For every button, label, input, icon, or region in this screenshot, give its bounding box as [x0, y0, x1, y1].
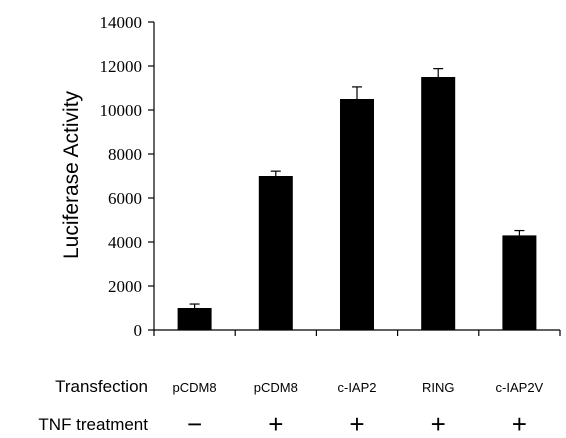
y-tick-label: 2000: [108, 277, 142, 296]
y-axis: 0 2000 4000 6000 8000 10000 12000 14000: [100, 13, 155, 340]
bar: [502, 235, 537, 330]
transfection-label: c-IAP2: [337, 380, 376, 395]
y-tick-label: 12000: [100, 57, 143, 76]
y-tick-label: 4000: [108, 233, 142, 252]
tnf-sign: +: [268, 409, 283, 438]
tnf-sign: +: [431, 409, 446, 438]
transfection-label: c-IAP2V: [496, 380, 544, 395]
bar: [421, 77, 456, 330]
y-tick-label: 14000: [100, 13, 143, 32]
transfection-row-label: Transfection: [55, 377, 148, 396]
tnf-row-label: TNF treatment: [38, 415, 148, 434]
transfection-label: pCDM8: [173, 380, 217, 395]
tnf-sign: −: [187, 409, 202, 438]
y-axis-label: Luciferase Activity: [60, 90, 83, 259]
bar: [258, 176, 293, 330]
tnf-labels: − + + + +: [187, 409, 527, 438]
error-bars: [189, 68, 525, 308]
y-tick-label: 0: [134, 321, 143, 340]
y-tick-label: 10000: [100, 101, 143, 120]
bars: [177, 77, 537, 330]
transfection-label: pCDM8: [254, 380, 298, 395]
tnf-sign: +: [512, 409, 527, 438]
y-tick-label: 8000: [108, 145, 142, 164]
bar: [177, 308, 212, 330]
bar: [340, 99, 374, 330]
transfection-labels: pCDM8 pCDM8 c-IAP2 RING c-IAP2V: [173, 380, 544, 395]
x-axis: [153, 329, 561, 336]
y-tick-label: 6000: [108, 189, 142, 208]
transfection-label: RING: [422, 380, 455, 395]
tnf-sign: +: [349, 409, 364, 438]
